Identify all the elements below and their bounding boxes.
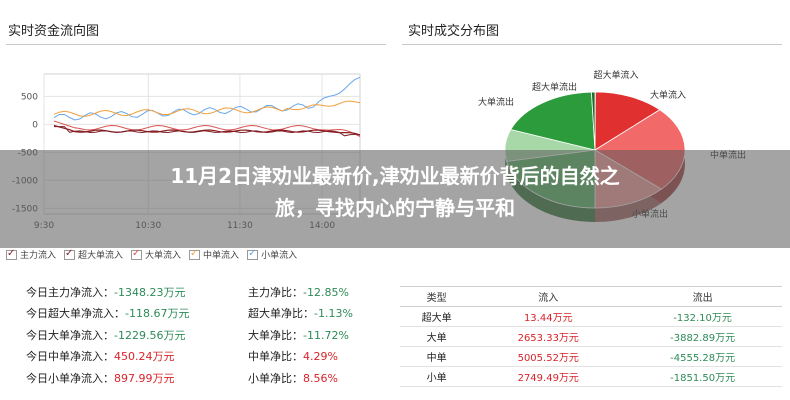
pie-label: 大单流出 [478,96,514,108]
table-cell-type: 超大单 [400,306,474,327]
stat-row-main: 今日主力净流入：-1348.23万元 [26,284,185,300]
super-large-order-line [54,126,361,137]
ratio-row-main: 主力净比：-12.85% [248,284,349,300]
table-header-type: 类型 [400,286,474,307]
ratio-value: -11.72% [303,329,349,342]
pie-slice[interactable] [594,91,661,151]
table-cell-inflow: 13.44万元 [473,306,624,327]
legend-label: 主力流入 [20,251,57,261]
y-tick-label: 500 [21,92,38,102]
flow-title-divider [6,44,386,45]
stat-row-small: 今日小单净流入：897.99万元 [26,370,175,386]
legend-label: 中单流入 [203,251,240,261]
ratio-value: 4.29% [303,350,338,363]
ratio-value: -1.13% [314,307,353,320]
legend-checkbox[interactable]: ✓ [189,247,201,260]
ratio-label: 超大单净比： [248,307,314,320]
table-row: 大单 2653.33万元 -3882.89万元 [400,326,782,347]
ratio-row-small: 小单净比：8.56% [248,370,338,386]
small-order-line [53,76,361,121]
table-cell-type: 大单 [400,326,474,347]
ratio-label: 主力净比： [248,286,303,299]
pie-label: 大单流入 [650,89,686,101]
table-row: 小单 2749.49万元 -1851.50万元 [400,366,782,387]
legend-label: 大单流入 [145,251,182,261]
table-cell-type: 中单 [400,346,474,367]
stat-row-super: 今日超大单净流入：-118.67万元 [26,305,189,321]
distribution-chart-title: 实时成交分布图 [408,24,500,39]
stat-row-large: 今日大单净流入：-1229.56万元 [26,327,185,343]
stat-label: 今日小单净流入： [26,372,114,385]
ratio-row-large: 大单净比：-11.72% [248,327,349,343]
ratio-row-super: 超大单净比：-1.13% [248,305,353,321]
ratio-row-medium: 中单净比：4.29% [248,348,338,364]
main-force-line [53,124,361,136]
stat-label: 今日中单净流入： [26,350,114,363]
headline-overlay [0,150,790,248]
legend-item-super[interactable]: ✓ 超大单流入 [64,248,123,261]
table-cell-inflow: 2749.49万元 [473,366,624,387]
table-cell-outflow: -3882.89万元 [623,326,782,347]
legend-item-main[interactable]: ✓ 主力流入 [6,248,56,261]
stat-value: -1348.23万元 [114,286,186,299]
headline-line-1: 11月2日津劝业最新价,​​津劝业最新价背后的自然之 [170,164,620,188]
table-header-outflow: 流出 [623,286,782,307]
stat-label: 今日大单净流入： [26,329,114,342]
table-row: 超大单 13.44万元 -132.10万元 [400,306,782,327]
flow-chart-title: 实时资金流向图 [8,24,100,39]
stat-value: -118.67万元 [125,307,190,320]
headline-line-2: 旅，寻找内心的宁静与平和 [275,196,515,220]
stat-label: 今日超大单净流入： [26,307,125,320]
stat-label: 今日主力净流入： [26,286,114,299]
table-cell-outflow: -1851.50万元 [623,366,782,387]
stat-value: 897.99万元 [114,372,175,385]
flow-chart-legend: ✓ 主力流入 ✓ 超大单流入 ✓ 大单流入 ✓ 中单流入 ✓ 小单流入 [6,248,297,261]
stat-value: 450.24万元 [114,350,175,363]
distribution-title-divider [402,44,782,45]
ratio-label: 中单净比： [248,350,303,363]
legend-checkbox[interactable]: ✓ [247,247,259,260]
legend-label: 小单流入 [261,251,298,261]
flow-breakdown-table: 类型 流入 流出 超大单 13.44万元 -132.10万元 大单 2653.3… [400,286,782,387]
ratio-value: 8.56% [303,372,338,385]
table-cell-outflow: -132.10万元 [623,306,782,327]
table-cell-inflow: 5005.52万元 [473,346,624,367]
stat-row-medium: 今日中单净流入：450.24万元 [26,348,175,364]
ratio-label: 小单净比： [248,372,303,385]
table-header-row: 类型 流入 流出 [400,286,782,307]
legend-item-large[interactable]: ✓ 大单流入 [131,248,181,261]
ratio-value: -12.85% [303,286,349,299]
pie-slice[interactable] [510,91,596,151]
medium-order-line [53,100,361,117]
table-cell-type: 小单 [400,366,474,387]
pie-slice[interactable] [590,91,596,151]
legend-checkbox[interactable]: ✓ [6,247,17,260]
large-order-line [53,120,361,138]
table-header-inflow: 流入 [473,286,624,307]
table-row: 中单 5005.52万元 -4555.28万元 [400,346,782,367]
legend-item-small[interactable]: ✓ 小单流入 [247,248,297,261]
stat-value: -1229.56万元 [114,329,186,342]
table-cell-outflow: -4555.28万元 [623,346,782,367]
pie-label: 超大单流入 [593,69,638,81]
y-tick-label: 0 [32,120,38,130]
legend-checkbox[interactable]: ✓ [131,247,143,260]
headline: 11月2日津劝业最新价,​​津劝业最新价背后的自然之 旅，寻找内心的宁静与平和 [0,160,790,224]
legend-label: 超大单流入 [78,251,124,261]
legend-checkbox[interactable]: ✓ [64,247,76,260]
legend-item-medium[interactable]: ✓ 中单流入 [189,248,239,261]
pie-label: 超大单流出 [532,81,577,93]
table-cell-inflow: 2653.33万元 [473,326,624,347]
ratio-label: 大单净比： [248,329,303,342]
